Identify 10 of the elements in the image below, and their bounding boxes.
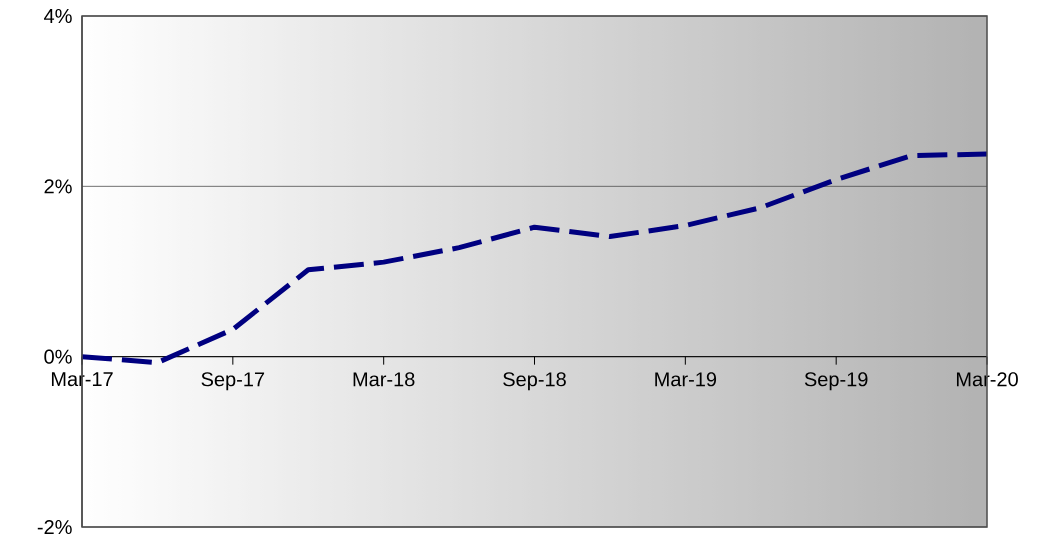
x-tick-label: Mar-19 — [655, 372, 717, 387]
x-tick-label: Sep-19 — [804, 372, 868, 391]
y-tick-label: -2% — [37, 519, 72, 535]
x-tick-label: Mar-18 — [353, 372, 415, 387]
x-tick-label: Mar-20 — [956, 372, 1018, 387]
x-tick-label: Sep-18 — [503, 372, 566, 391]
x-tick-label: Sep-17 — [201, 372, 265, 391]
y-tick-label: 4% — [44, 9, 72, 23]
y-tick-label: 0% — [44, 349, 72, 364]
y-tick-label: 2% — [44, 179, 72, 194]
